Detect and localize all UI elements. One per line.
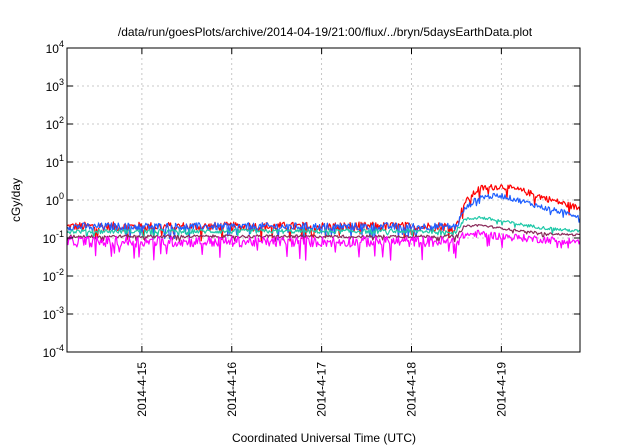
series-layer (66, 184, 581, 261)
y-tick-label: 10-1 (43, 229, 64, 246)
x-tick-label: 2014-4-18 (404, 362, 418, 417)
y-tick-label: 103 (46, 77, 64, 94)
x-tick-label: 2014-4-17 (315, 362, 329, 417)
y-tick-label: 102 (46, 115, 64, 132)
series-line-4 (66, 224, 581, 243)
y-tick-label: 101 (46, 153, 64, 170)
series-line-5 (66, 229, 581, 261)
y-tick-label: 10-3 (43, 305, 64, 322)
series-line-3 (66, 215, 581, 240)
x-tick-label: 2014-4-15 (135, 362, 149, 417)
y-tick-label: 100 (46, 191, 64, 208)
y-tick-label: 10-4 (43, 343, 64, 360)
y-axis: 10-4 10-3 10-2 10-1 100 101 102 103 104 (43, 39, 580, 360)
grid (67, 48, 580, 352)
y-tick-label: 10-2 (43, 267, 64, 284)
y-axis-label: cGy/day (9, 178, 23, 222)
x-tick-label: 2014-4-19 (494, 362, 508, 417)
x-tick-label: 2014-4-16 (225, 362, 239, 417)
x-axis: 2014-4-15 2014-4-16 2014-4-17 2014-4-18 2014… (135, 48, 508, 417)
series-line-2 (66, 192, 581, 241)
x-axis-label: Coordinated Universal Time (UTC) (232, 431, 416, 445)
y-tick-label: 104 (46, 39, 64, 56)
chart-title: /data/run/goesPlots/archive/2014-04-19/2… (118, 25, 533, 39)
